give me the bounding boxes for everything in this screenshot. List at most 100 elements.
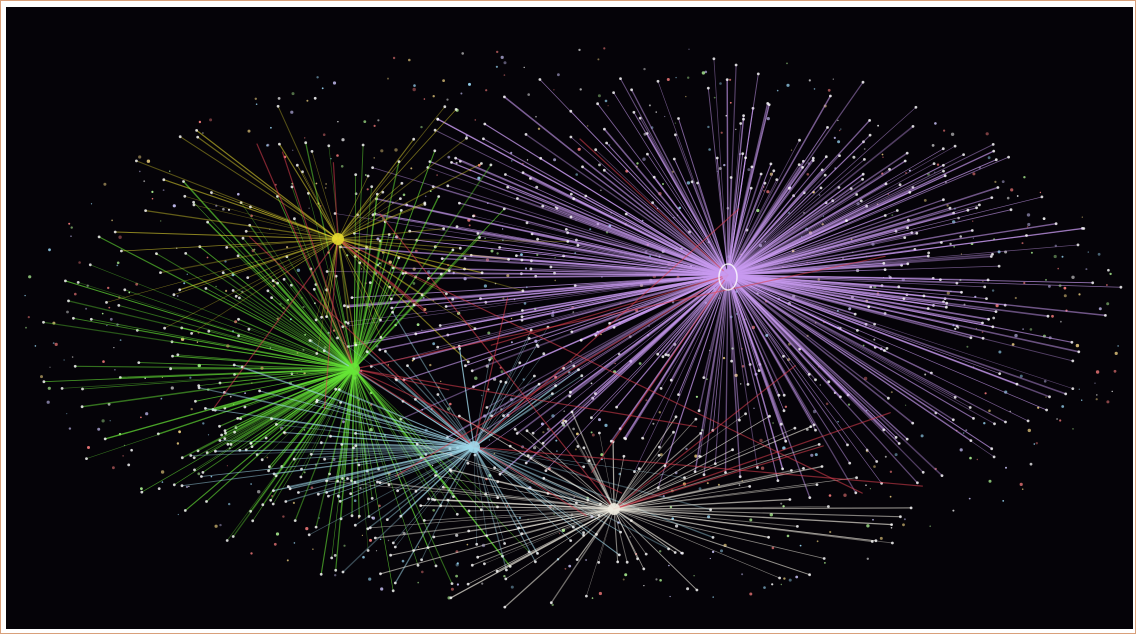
leaf-node xyxy=(873,322,876,326)
edge xyxy=(473,446,508,571)
edge xyxy=(612,441,615,510)
leaf-node xyxy=(561,421,564,425)
node xyxy=(101,419,105,423)
node xyxy=(827,88,831,92)
node xyxy=(49,366,51,368)
edge xyxy=(353,150,436,370)
edge xyxy=(613,507,912,510)
node xyxy=(34,345,37,347)
leaf-node xyxy=(378,481,382,484)
edge xyxy=(275,423,475,448)
edge xyxy=(727,274,758,468)
node xyxy=(303,429,306,431)
leaf-node xyxy=(897,442,901,445)
node xyxy=(600,333,602,336)
node xyxy=(63,359,65,361)
leaf-node xyxy=(911,421,915,425)
edge xyxy=(727,209,1012,276)
node xyxy=(1002,500,1005,502)
node xyxy=(551,603,554,607)
leaf-node xyxy=(272,489,275,493)
leaf-node xyxy=(994,310,998,313)
edge xyxy=(727,170,775,276)
leaf-node xyxy=(329,434,332,438)
node xyxy=(277,97,281,100)
leaf-node xyxy=(455,512,459,516)
node xyxy=(648,104,651,107)
node xyxy=(172,204,176,208)
leaf-node xyxy=(495,569,499,573)
leaf-node xyxy=(997,264,1001,268)
node xyxy=(782,505,785,508)
leaf-node xyxy=(870,540,874,543)
node xyxy=(103,182,107,186)
edge xyxy=(191,238,339,334)
node xyxy=(315,182,318,185)
edge xyxy=(331,368,355,559)
leaf-node xyxy=(922,294,926,298)
node xyxy=(786,83,790,87)
edge xyxy=(473,359,490,448)
node xyxy=(304,333,307,336)
edge xyxy=(328,145,355,370)
node xyxy=(1054,244,1058,247)
node xyxy=(890,391,893,394)
leaf-node xyxy=(218,439,222,442)
edge xyxy=(455,157,729,276)
edge xyxy=(727,199,945,276)
leaf-node xyxy=(234,294,238,298)
node xyxy=(427,270,431,274)
node xyxy=(1021,488,1024,491)
leaf-node xyxy=(384,349,387,353)
node xyxy=(972,220,974,222)
leaf-node xyxy=(906,262,910,266)
edge xyxy=(346,446,475,480)
node xyxy=(704,70,708,74)
node xyxy=(466,543,469,546)
edge xyxy=(613,415,770,510)
node xyxy=(422,296,425,299)
edge xyxy=(727,274,856,315)
node xyxy=(520,253,523,256)
node xyxy=(843,493,847,497)
node xyxy=(824,562,826,564)
node xyxy=(708,148,711,151)
node xyxy=(788,578,792,582)
node xyxy=(417,581,420,584)
edge xyxy=(473,446,714,539)
edge xyxy=(727,274,897,438)
edge xyxy=(375,198,729,276)
node xyxy=(229,395,232,398)
node xyxy=(487,202,489,204)
leaf-node xyxy=(64,279,67,283)
leaf-node xyxy=(734,63,738,67)
node xyxy=(392,56,396,60)
node xyxy=(511,160,513,162)
leaf-node xyxy=(782,393,786,397)
node xyxy=(215,204,218,207)
node xyxy=(1019,374,1023,378)
edge xyxy=(471,508,615,566)
node xyxy=(1035,442,1039,445)
edge xyxy=(678,118,729,276)
node xyxy=(879,536,883,540)
cross-edge xyxy=(613,365,796,510)
node xyxy=(972,237,975,239)
leaf-node xyxy=(113,230,117,234)
leaf-node xyxy=(819,186,823,190)
node xyxy=(496,252,499,255)
leaf-node xyxy=(73,364,77,368)
node xyxy=(995,304,999,308)
edge xyxy=(727,179,778,276)
edge xyxy=(301,368,355,470)
node xyxy=(332,81,337,85)
edge xyxy=(727,148,944,276)
node xyxy=(643,67,646,71)
node xyxy=(151,190,154,193)
edge xyxy=(727,163,935,276)
leaf-node xyxy=(458,246,462,250)
node xyxy=(1117,345,1119,347)
edge xyxy=(283,431,475,448)
leaf-node xyxy=(336,336,339,340)
leaf-node xyxy=(549,601,553,605)
